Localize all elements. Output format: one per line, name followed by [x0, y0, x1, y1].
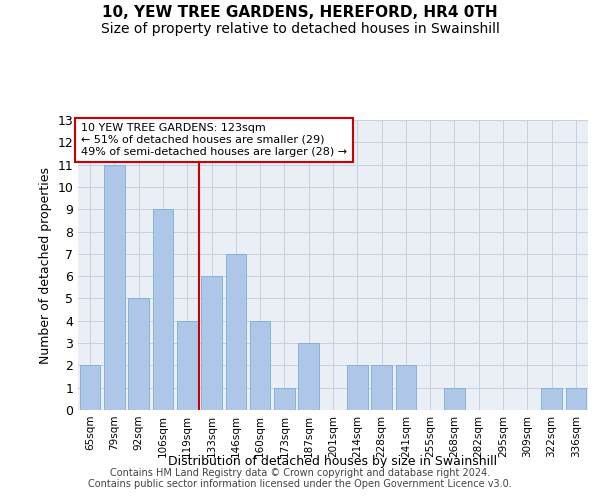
Text: Size of property relative to detached houses in Swainshill: Size of property relative to detached ho… [101, 22, 499, 36]
Text: 10, YEW TREE GARDENS, HEREFORD, HR4 0TH: 10, YEW TREE GARDENS, HEREFORD, HR4 0TH [102, 5, 498, 20]
Bar [128, 298, 149, 410]
Bar [104, 164, 125, 410]
Bar [566, 388, 586, 410]
Bar [250, 321, 271, 410]
Text: Contains public sector information licensed under the Open Government Licence v3: Contains public sector information licen… [88, 479, 512, 489]
Bar [395, 366, 416, 410]
Text: 10 YEW TREE GARDENS: 123sqm
← 51% of detached houses are smaller (29)
49% of sem: 10 YEW TREE GARDENS: 123sqm ← 51% of det… [81, 124, 347, 156]
Text: Contains HM Land Registry data © Crown copyright and database right 2024.: Contains HM Land Registry data © Crown c… [110, 468, 490, 477]
Bar [371, 366, 392, 410]
Bar [347, 366, 368, 410]
Bar [152, 209, 173, 410]
Bar [201, 276, 222, 410]
Bar [226, 254, 246, 410]
Bar [541, 388, 562, 410]
Bar [177, 321, 197, 410]
Bar [444, 388, 465, 410]
Text: Distribution of detached houses by size in Swainshill: Distribution of detached houses by size … [169, 454, 497, 468]
Y-axis label: Number of detached properties: Number of detached properties [39, 166, 52, 364]
Bar [298, 343, 319, 410]
Bar [80, 366, 100, 410]
Bar [274, 388, 295, 410]
